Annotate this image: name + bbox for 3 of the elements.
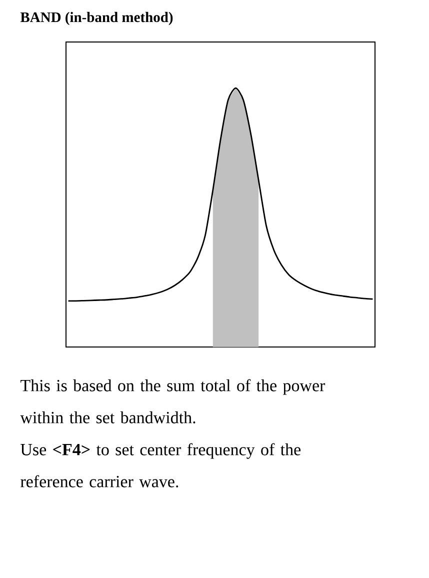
text: This is based on the sum total of the power within the set bandwidth. (20, 379, 326, 424)
text: Use <F4> to set center frequency of the reference carrier wave. (20, 443, 300, 488)
chart-title: BAND (in-band method) (20, 12, 173, 26)
